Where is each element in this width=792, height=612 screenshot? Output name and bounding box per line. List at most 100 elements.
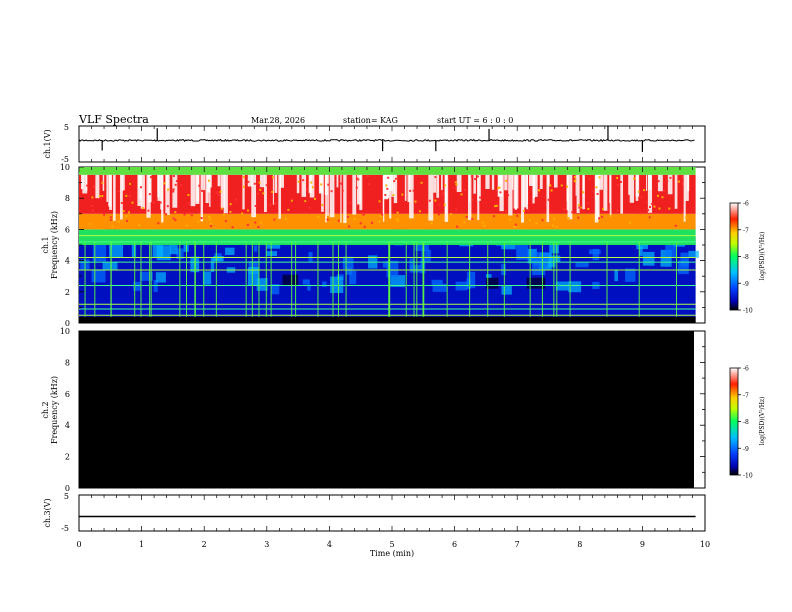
spec1-noise-patch [466,278,471,289]
spec1-noise-patch [155,272,166,283]
spec1-noise-patch [415,240,429,252]
spec1-sferic-streak [526,174,528,204]
spec1-speckle [651,202,654,205]
spec1-speckle [495,189,498,192]
spec1-dark-patch-0 [282,274,299,286]
spec1-sferic-streak [264,174,267,213]
ch1-spec-ytick-label: 10 [60,163,70,172]
ch1-spec-ytick-label: 2 [65,288,70,297]
spec1-noise-patch [575,262,589,268]
spec1-sferic-streak [336,174,339,188]
spec1-dark-patch-1 [485,277,499,289]
spec1-speckle [257,192,260,195]
spec1-speckle [174,183,177,186]
spec1-sferic-streak [309,174,315,198]
spec1-speckle [577,216,580,219]
time-axis-label: Time (min) [370,549,414,558]
spec1-speckle [247,209,250,212]
spec1-noise-patch [527,248,537,264]
spec1-speckle [257,226,260,229]
spec1-speckle [274,202,277,205]
spec1-speckle [129,182,132,185]
spec1-speckle [607,208,610,211]
spec1-speckle [91,209,94,212]
time-tick-label: 9 [640,540,645,549]
spec1-speckle [430,222,433,225]
spec1-sferic-streak [667,174,673,195]
spec1-sferic-streak [220,174,226,208]
spec1-speckle [355,177,358,180]
spec1-speckle [649,205,652,208]
spec1-noise-patch [516,243,529,260]
spec1-speckle [516,214,519,217]
spec1-speckle [290,199,293,202]
spec1-speckle [598,176,601,179]
spec1-speckle [172,175,175,178]
spec1-speckle [126,219,129,222]
spec1-speckle [216,191,219,194]
ch2-colorbar-tick-label: -9 [743,446,749,453]
spec1-speckle [148,193,151,196]
spec1-sferic-streak [512,174,514,190]
spec1-speckle [172,188,175,191]
spec1-speckle [465,215,468,218]
spec1-speckle [392,194,395,197]
spec1-speckle [159,201,162,204]
spec1-sferic-streak [521,174,524,223]
spec1-speckle [167,188,170,191]
spec1-speckle [125,215,128,218]
spec1-speckle [201,189,204,192]
time-tick-label: 7 [515,540,520,549]
spec1-sferic-streak [278,174,282,219]
spec1-noise-patch [345,267,353,275]
spec1-sferic-streak [657,174,663,192]
ch1-waveform-panel: 5 -5 ch.1(V) [43,123,706,164]
spec1-speckle [571,211,574,214]
spec1-speckle [463,221,466,224]
spec1-noise-patch [386,260,399,278]
spec1-speckle [259,188,262,191]
spec1-speckle [661,196,664,199]
spec1-sferic-streak [436,174,440,198]
spec1-speckle [231,226,234,229]
spec1-noise-patch [409,258,415,271]
spec1-noise-patch [210,257,215,272]
spec1-noise-patch [680,252,689,267]
spec1-green-band [79,229,696,245]
ch2-spec-ytick-label: 4 [65,421,70,430]
spec1-noise-patch [409,264,423,273]
spec1-sferic-streak [485,174,490,190]
spec1-speckle [362,213,365,216]
spec1-speckle [234,198,237,201]
spec1-speckle [262,192,265,195]
spec1-noise-patch [548,262,556,268]
spec1-noise-patch [256,278,268,291]
spec1-sferic-streak [251,174,257,218]
spec1-speckle [547,198,550,201]
spec1-speckle [208,215,211,218]
ch2-spec-ytick-label: 0 [65,484,70,493]
spec1-noise-patch [202,271,212,285]
spec1-sferic-streak [161,174,164,223]
spec1-speckle [310,181,313,184]
spec1-speckle [483,224,486,227]
spec1-speckle [393,180,396,183]
spec1-sferic-streak [165,174,170,216]
spec1-speckle [684,216,687,219]
ch1-colorbar: -6 -7 -8 -9 -10 log(PSD)(V²/Hz) [729,201,766,315]
spec1-speckle [455,208,458,211]
spec1-sferic-streak [327,174,329,216]
spec1-speckle [341,189,344,192]
spec1-sferic-streak [247,174,253,187]
spec1-speckle [586,201,589,204]
spec1-sferic-streak [357,174,361,205]
ch2-colorbar-tick-label: -8 [743,419,749,426]
spec1-sferic-streak [389,174,392,219]
ch1-waveform-trace [78,138,695,142]
spec1-noise-patch [501,285,512,295]
spec1-speckle [165,213,168,216]
spec1-sferic-streak [646,174,648,191]
spec1-sferic-streak [383,174,385,222]
spec1-speckle [609,215,612,218]
spec1-speckle [529,219,532,222]
